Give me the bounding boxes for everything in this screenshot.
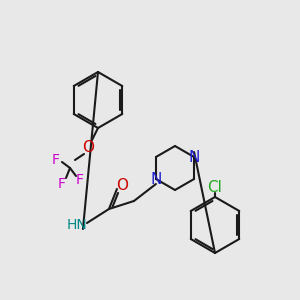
Text: F: F xyxy=(52,153,60,167)
Text: O: O xyxy=(82,140,94,155)
Text: F: F xyxy=(76,173,84,187)
Text: HN: HN xyxy=(67,218,87,232)
Text: F: F xyxy=(58,177,66,191)
Text: O: O xyxy=(116,178,128,194)
Text: Cl: Cl xyxy=(208,179,222,194)
Text: N: N xyxy=(188,149,200,164)
Text: N: N xyxy=(150,172,162,187)
